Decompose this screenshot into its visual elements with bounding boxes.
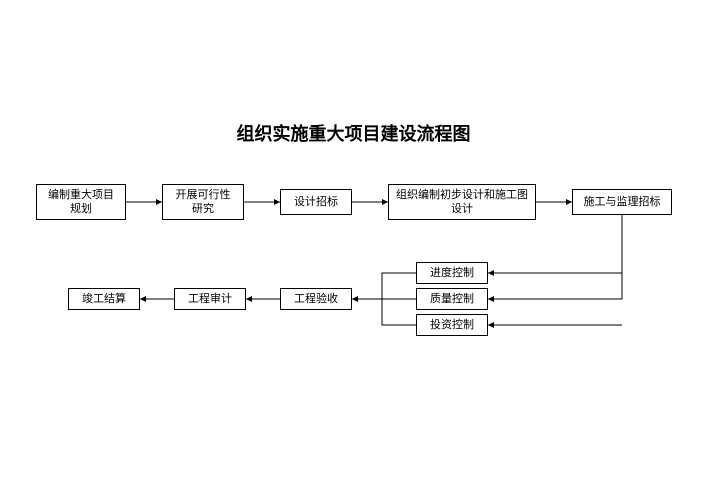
flowchart-node: 工程验收 bbox=[280, 288, 352, 310]
flowchart-node: 质量控制 bbox=[416, 288, 488, 310]
flowchart-node: 编制重大项目规划 bbox=[36, 184, 126, 220]
flowchart-node: 竣工结算 bbox=[68, 288, 140, 310]
page-title: 组织实施重大项目建设流程图 bbox=[0, 120, 707, 146]
flowchart-node: 施工与监理招标 bbox=[572, 189, 672, 215]
flowchart-node: 进度控制 bbox=[416, 262, 488, 284]
flowchart-node: 设计招标 bbox=[280, 189, 352, 215]
flowchart-edges bbox=[0, 0, 707, 500]
flowchart-node: 投资控制 bbox=[416, 314, 488, 336]
flowchart-node: 开展可行性研究 bbox=[162, 184, 244, 220]
flowchart-node: 工程审计 bbox=[174, 288, 246, 310]
flowchart-node: 组织编制初步设计和施工图设计 bbox=[388, 184, 536, 220]
